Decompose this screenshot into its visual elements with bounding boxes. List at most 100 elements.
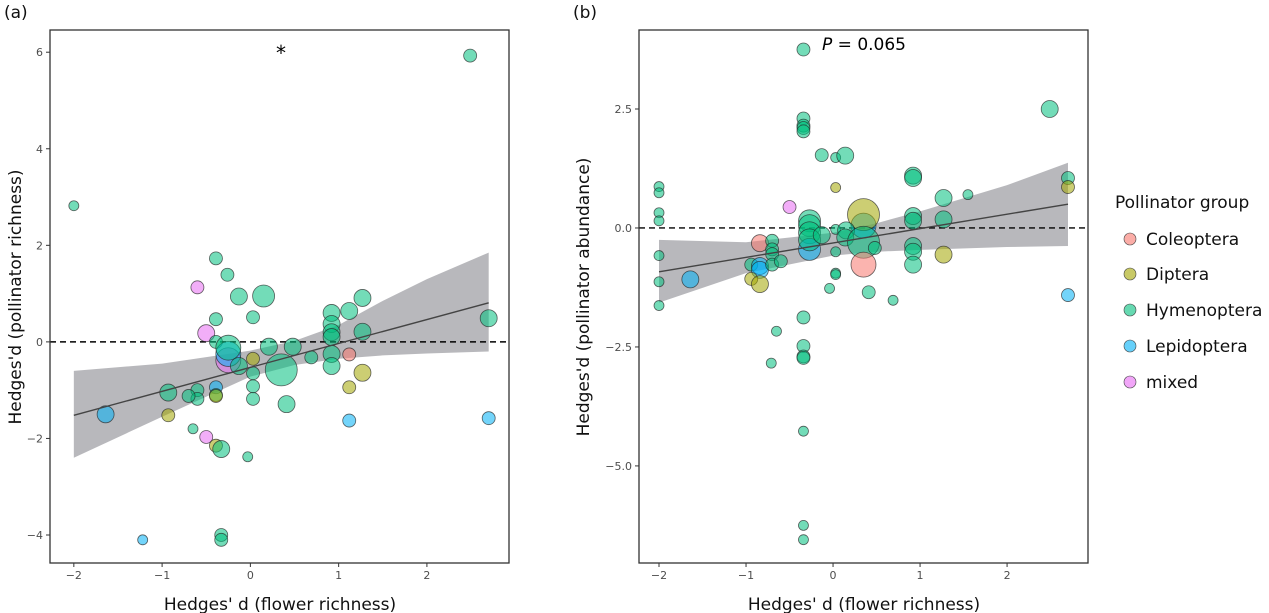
data-point-hymenoptera (246, 366, 260, 381)
panel-a-plot-area: −2 −1 0 1 2 −4 −2 0 2 4 6 (27, 29, 510, 582)
data-point-lepidoptera (96, 405, 115, 424)
data-point-hymenoptera (814, 148, 829, 163)
legend-item-coleoptera: Coleoptera (1123, 230, 1239, 250)
data-point-hymenoptera (830, 269, 842, 281)
data-point-hymenoptera (796, 350, 811, 365)
y-tick-label: 0.0 (615, 222, 633, 235)
data-point-mixed (197, 324, 216, 343)
y-tick-label: 4 (36, 143, 43, 156)
data-point-hymenoptera (246, 391, 260, 406)
y-tick-label: 2 (36, 239, 43, 252)
panel-a: (a) −2 −1 0 1 2 −4 −2 0 2 4 6 * Hedges' d (flower … (4, 3, 510, 613)
data-point-diptera (161, 408, 176, 423)
panel-b-p-value: P = 0.065 (822, 35, 906, 55)
legend-item-diptera: Diptera (1123, 265, 1209, 285)
legend-swatch (1123, 375, 1137, 389)
data-point-hymenoptera (322, 357, 341, 375)
plot-frame (638, 29, 1089, 564)
data-point-lepidoptera (681, 270, 700, 289)
y-tick-label: 2.5 (615, 103, 633, 116)
data-point-hymenoptera (277, 395, 296, 414)
data-point-hymenoptera (773, 254, 788, 269)
x-tick-label: 0 (247, 569, 254, 582)
y-tick-label: −2.5 (605, 341, 632, 354)
data-point-hymenoptera (796, 124, 811, 139)
x-tick-label: 1 (335, 569, 342, 582)
legend-swatch (1123, 303, 1137, 317)
legend-label: mixed (1146, 373, 1198, 393)
x-tick-label: 0 (830, 569, 837, 582)
data-point-hymenoptera (653, 215, 665, 227)
data-point-coleoptera (342, 347, 357, 362)
y-tick-label: −5.0 (605, 460, 632, 473)
data-point-hymenoptera (187, 423, 199, 435)
data-point-hymenoptera (212, 440, 231, 458)
data-point-hymenoptera (824, 283, 835, 294)
data-point-hymenoptera (215, 334, 242, 361)
legend-label: Coleoptera (1146, 230, 1239, 250)
data-point-lepidoptera (1061, 288, 1075, 302)
legend-item-hymenoptera: Hymenoptera (1123, 301, 1262, 321)
regression-line (658, 203, 1069, 273)
legend-swatch (1123, 232, 1137, 246)
data-point-hymenoptera (836, 146, 855, 165)
data-point-hymenoptera (653, 300, 665, 311)
data-point-mixed (782, 200, 797, 214)
data-point-hymenoptera (653, 187, 665, 199)
data-point-hymenoptera (181, 389, 196, 403)
data-point-lepidoptera (342, 413, 357, 428)
data-point-hymenoptera (1040, 100, 1059, 118)
data-point-hymenoptera (246, 310, 260, 325)
data-point-lepidoptera (481, 411, 496, 426)
data-point-hymenoptera (765, 357, 777, 369)
data-point-diptera (934, 245, 953, 264)
x-tick-label: 1 (917, 569, 924, 582)
panel-a-significance: * (276, 41, 286, 65)
data-point-hymenoptera (653, 276, 665, 288)
y-tick-label: 6 (36, 46, 43, 59)
data-point-hymenoptera (463, 48, 478, 63)
data-point-hymenoptera (867, 241, 882, 255)
data-point-hymenoptera (798, 520, 809, 531)
legend-title: Pollinator group (1115, 193, 1249, 213)
data-point-hymenoptera (479, 309, 498, 328)
data-point-hymenoptera (68, 200, 80, 212)
panel-b-ylabel: Hedges'd (pollinator abundance) (574, 158, 594, 437)
data-point-hymenoptera (904, 211, 922, 230)
data-point-hymenoptera (798, 534, 809, 546)
data-point-hymenoptera (229, 287, 248, 306)
data-point-hymenoptera (861, 285, 876, 300)
data-point-hymenoptera (353, 289, 372, 307)
legend-label: Hymenoptera (1146, 301, 1262, 321)
panel-a-xlabel: Hedges' d (flower richness) (164, 595, 396, 613)
p-symbol: P (822, 35, 833, 55)
panel-a-label: (a) (4, 3, 28, 23)
data-point-hymenoptera (242, 451, 254, 463)
legend-swatch (1123, 267, 1137, 281)
data-point-diptera (751, 275, 769, 294)
x-tick-label: −2 (66, 569, 82, 582)
legend-item-lepidoptera: Lepidoptera (1123, 337, 1248, 357)
x-tick-label: −1 (154, 569, 170, 582)
p-value-text: = 0.065 (832, 35, 906, 55)
y-tick-label: 0 (36, 336, 43, 349)
legend-item-mixed: mixed (1123, 373, 1198, 393)
data-point-diptera (342, 380, 357, 395)
data-point-mixed (190, 280, 205, 295)
data-point-diptera (1061, 180, 1075, 194)
panel-a-ylabel: Hedges'd (pollinator richness) (6, 169, 26, 424)
data-point-hymenoptera (653, 250, 665, 261)
legend-swatch (1123, 339, 1137, 353)
data-point-hymenoptera (340, 302, 359, 320)
data-point-hymenoptera (214, 532, 229, 547)
x-tick-label: 2 (423, 569, 430, 582)
data-point-hymenoptera (283, 337, 302, 356)
data-point-hymenoptera (796, 310, 811, 325)
data-point-hymenoptera (904, 169, 922, 187)
data-point-hymenoptera (812, 226, 831, 245)
data-point-hymenoptera (962, 189, 974, 201)
data-point-diptera (353, 363, 372, 382)
panel-b: (b) −2 −1 0 1 2 −5.0 −2.5 0.0 2.5 P = 0.065 Hedg… (573, 3, 1089, 613)
data-point-lepidoptera (137, 534, 149, 546)
data-point-hymenoptera (887, 294, 899, 306)
